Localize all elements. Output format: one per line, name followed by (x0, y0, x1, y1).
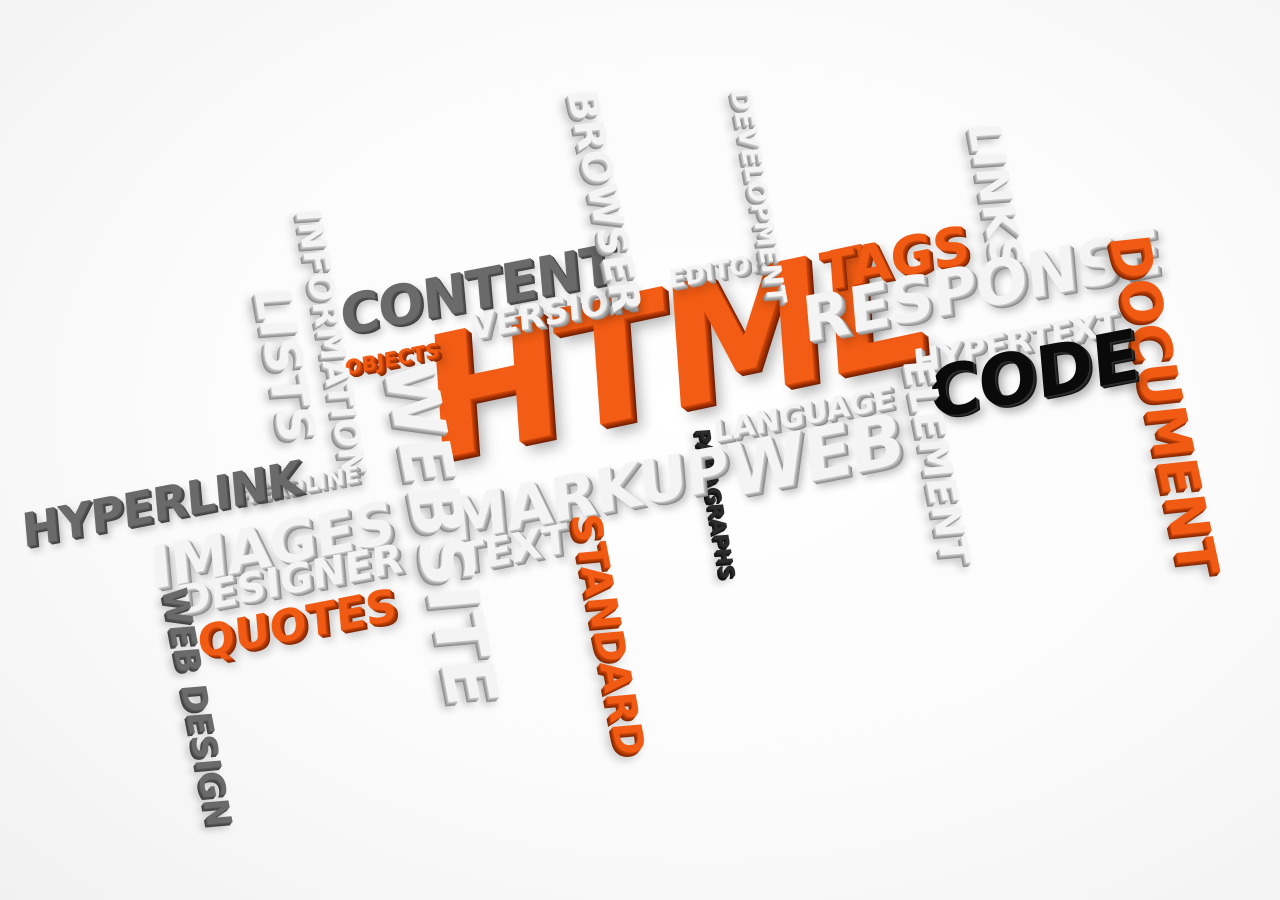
word-document: DOCUMENT (1096, 231, 1232, 578)
word-standard: STANDARD (560, 511, 654, 757)
